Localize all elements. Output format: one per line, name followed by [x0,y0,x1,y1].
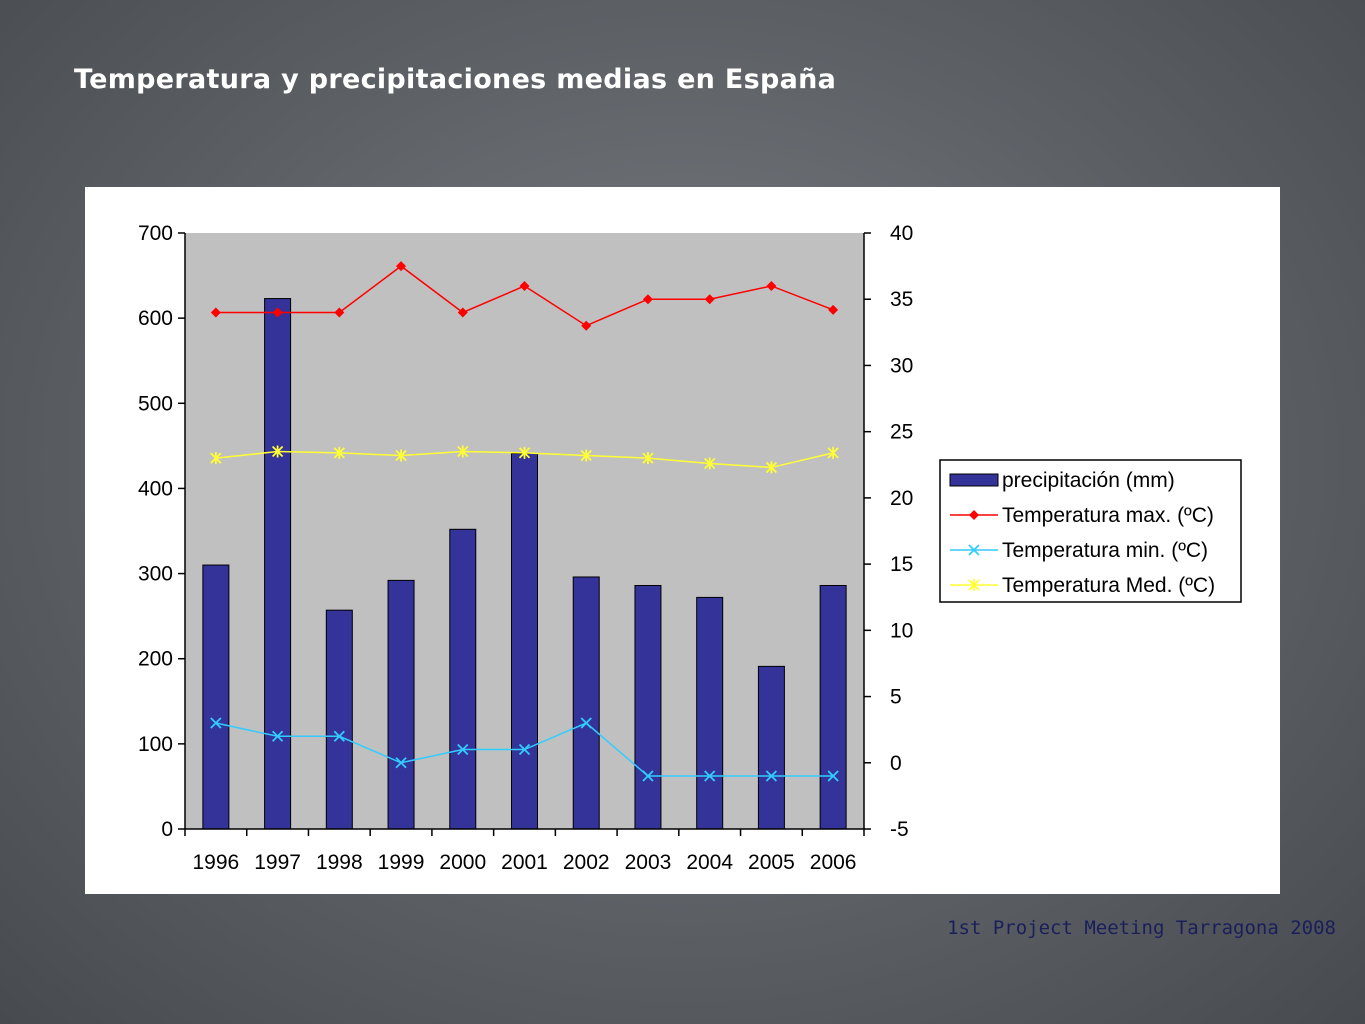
x-tick-label: 1996 [193,851,240,874]
point-series-2-1997 [271,730,284,742]
point-series-2-2003 [642,770,654,782]
right-tick-label: 40 [890,222,913,245]
point-series-2-2000 [457,743,469,756]
legend-item-2: Temperatura max. (ºC) [950,504,1214,527]
left-tick-label: 600 [138,307,173,330]
legend-marker [969,510,979,520]
bar-2005 [757,665,785,830]
right-tick-label: 35 [890,288,913,311]
bar-2002 [572,576,600,830]
legend-label: Temperatura Med. (ºC) [1002,574,1215,597]
left-tick-label: 200 [138,648,173,671]
x-tick-label: 1999 [378,851,425,874]
point-series-2-2004 [704,770,716,782]
point-series-1-1999 [396,261,407,272]
legend-label: Temperatura max. (ºC) [1002,504,1214,527]
right-tick-label: 5 [890,686,902,709]
point-series-2-1999 [395,757,407,769]
point-series-1-1996 [210,307,221,318]
x-tick-label: 2005 [748,851,795,874]
point-series-3-2000 [457,445,469,458]
x-tick-label: 2003 [625,851,672,874]
left-tick-label: 100 [138,733,173,756]
point-series-2-2002 [580,717,592,729]
left-tick-label: 700 [138,222,173,245]
point-series-2-1998 [333,730,345,742]
point-series-1-1998 [334,307,345,318]
bar-2006 [819,584,847,830]
point-series-1-2002 [581,320,592,331]
point-series-1-2000 [457,307,468,318]
point-series-3-2004 [704,457,716,470]
legend-swatch [949,473,999,487]
x-tick-label: 2006 [810,851,857,874]
point-series-1-2004 [704,294,715,305]
right-tick-label: -5 [890,818,909,841]
point-series-3-1997 [271,445,284,458]
legend-label: precipitación (mm) [1002,469,1175,492]
x-tick-label: 2002 [563,851,610,874]
slide-title: Temperatura y precipitaciones medias en … [74,64,837,95]
x-tick-label: 1997 [254,851,301,874]
point-series-3-1999 [395,449,407,462]
bar-2004 [696,596,724,830]
x-tick-label: 2001 [501,851,548,874]
footer-text: 1st Project Meeting Tarragona 2008 [947,917,1336,939]
left-tick-label: 300 [138,563,173,586]
bar-1999 [387,579,415,830]
point-series-3-1998 [333,446,345,459]
legend-marker [968,544,980,556]
x-tick-label: 1998 [316,851,363,874]
right-tick-label: 10 [890,619,913,642]
point-series-1-1997 [272,307,283,318]
right-tick-label: 30 [890,354,913,377]
point-series-3-1996 [210,452,222,465]
bar-2001 [511,453,538,830]
combo-chart: 0 100 200 300 400 500 600 700 -5 0 5 10 15 20 25 30 35 40… [138,222,1242,874]
point-series-3-2002 [580,449,592,462]
point-series-1-2003 [642,294,653,305]
legend-item-1: precipitación (mm) [949,469,1175,492]
right-tick-label: 20 [890,487,913,510]
point-series-2-2005 [765,770,778,782]
point-series-2-2006 [827,770,839,782]
point-series-3-2003 [642,452,654,465]
x-tick-label: 2000 [439,851,486,874]
point-series-1-2005 [766,280,777,291]
point-series-3-2006 [827,446,839,459]
point-series-3-2001 [518,446,531,459]
point-series-2-2001 [518,743,531,756]
right-tick-label: 25 [890,421,913,444]
right-tick-label: 15 [890,553,913,576]
point-series-1-2001 [519,280,530,291]
legend-item-3: Temperatura min. (ºC) [950,539,1208,562]
bar-1998 [325,609,353,830]
point-series-3-2005 [765,461,778,474]
chart-panel: 0 100 200 300 400 500 600 700 -5 0 5 10 15 20 25 30 35 40… [85,187,1280,894]
bar-1996 [202,564,230,830]
left-tick-label: 400 [138,477,173,500]
bar-2000 [449,528,477,830]
left-tick-label: 500 [138,392,173,415]
right-tick-label: 0 [890,752,902,775]
legend-item-4: Temperatura Med. (ºC) [950,574,1215,597]
point-series-1-2006 [828,304,839,315]
point-series-2-1996 [210,717,222,729]
left-tick-label: 0 [161,818,173,841]
legend-label: Temperatura min. (ºC) [1002,539,1208,562]
bar-1997 [264,298,292,830]
legend-marker [968,579,980,591]
bar-2003 [634,584,662,830]
x-tick-label: 2004 [686,851,733,874]
